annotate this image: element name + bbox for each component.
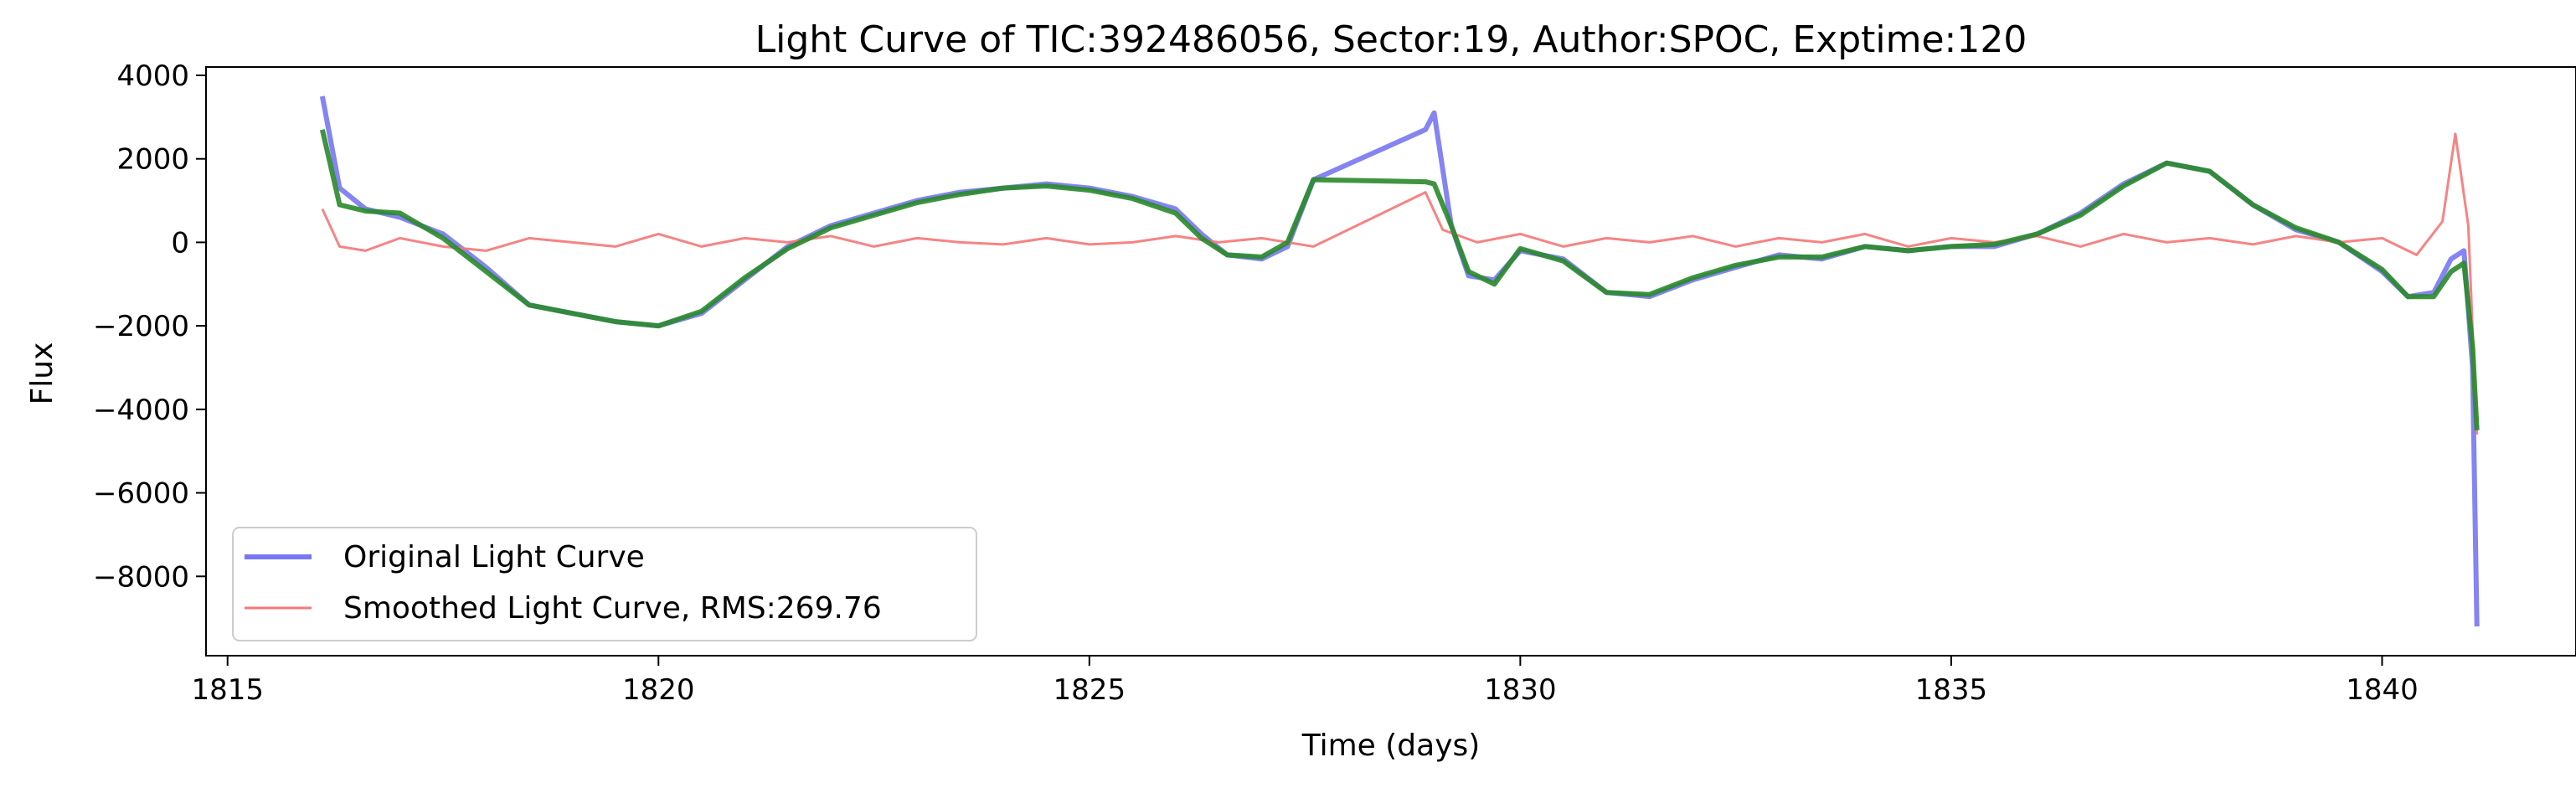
x-tick-label: 1830 — [1484, 673, 1557, 707]
y-axis-label: Flux — [25, 342, 59, 405]
legend-label-smoothed: Smoothed Light Curve, RMS:269.76 — [343, 591, 882, 626]
series-fit — [319, 129, 2480, 430]
x-tick-label: 1835 — [1915, 673, 1988, 707]
x-tick-label: 1825 — [1054, 673, 1126, 707]
x-tick-label: 1815 — [191, 673, 264, 707]
legend: Original Light Curve Smoothed Light Curv… — [232, 527, 977, 641]
x-tick-label: 1840 — [2346, 673, 2419, 707]
y-tick-label: 2000 — [116, 143, 189, 177]
y-tick-label: 0 — [171, 226, 189, 260]
series-layer — [319, 95, 2480, 627]
y-tick-label: −6000 — [93, 477, 189, 511]
x-axis-label: Time (days) — [1301, 729, 1481, 763]
legend-label-original: Original Light Curve — [343, 540, 645, 574]
y-tick-label: 4000 — [116, 59, 189, 93]
chart-title: Light Curve of TIC:392486056, Sector:19,… — [755, 18, 2027, 61]
x-tick-label: 1820 — [622, 673, 695, 707]
x-axis: 1815 1820 1825 1830 1835 1840 — [191, 656, 2419, 707]
plot-frame — [205, 66, 2576, 657]
y-tick-label: −8000 — [93, 560, 189, 594]
y-tick-label: −4000 — [93, 394, 189, 427]
y-tick-label: −2000 — [93, 310, 189, 343]
series-smoothed — [321, 132, 2479, 435]
legend-box — [232, 527, 977, 641]
y-axis: 4000 2000 0 −2000 −4000 −6000 −8000 — [93, 59, 206, 594]
